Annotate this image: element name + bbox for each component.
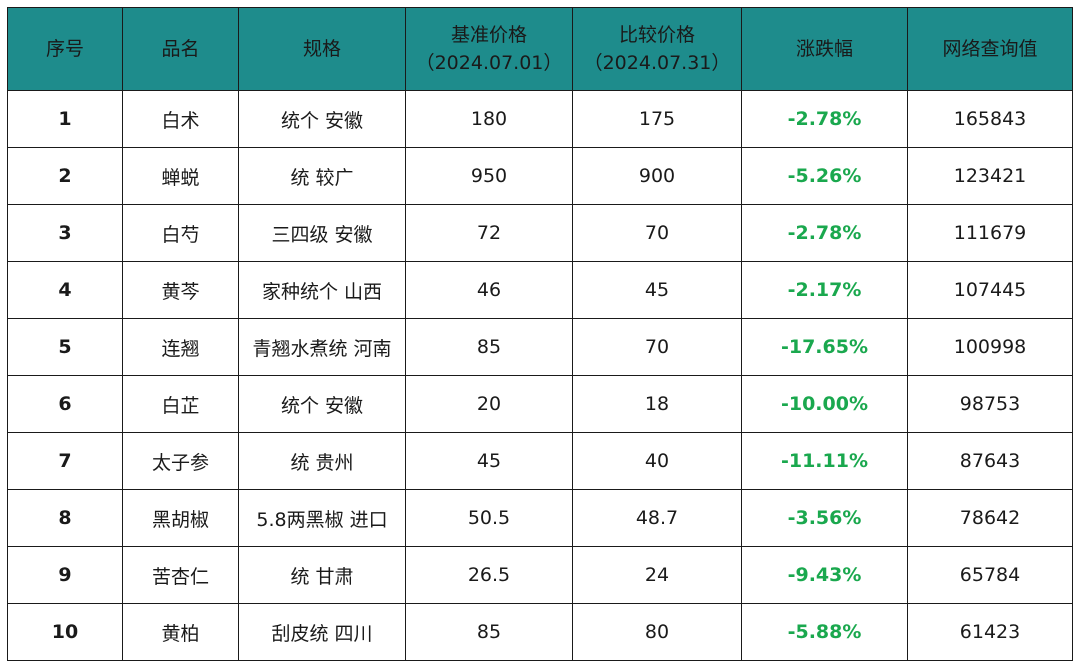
table-row: 2 蝉蜕 统 较广 950 900 -5.26% 123421 [7,147,1073,205]
cell-seq: 9 [7,546,123,604]
cell-compare-price: 70 [572,204,742,262]
table-row: 3 白芍 三四级 安徽 72 70 -2.78% 111679 [7,204,1073,262]
cell-seq: 4 [7,261,123,319]
table-row: 4 黄芩 家种统个 山西 46 45 -2.17% 107445 [7,261,1073,319]
cell-change: -2.17% [741,261,908,319]
cell-name: 蝉蜕 [122,147,239,205]
cell-spec: 青翘水煮统 河南 [238,318,406,376]
cell-query: 78642 [907,489,1073,547]
cell-change: -9.43% [741,546,908,604]
table-row: 5 连翘 青翘水煮统 河南 85 70 -17.65% 100998 [7,318,1073,376]
cell-base-price: 85 [405,318,573,376]
header-spec: 规格 [238,7,406,91]
cell-seq: 5 [7,318,123,376]
cell-spec: 三四级 安徽 [238,204,406,262]
header-base-price-label: 基准价格 [450,24,527,46]
header-seq: 序号 [7,7,123,91]
header-compare-price: 比较价格 （2024.07.31） [572,7,742,91]
price-table: 序号 品名 规格 基准价格 （2024.07.01） 比较价格 （2024.07… [7,7,1073,661]
cell-change: -2.78% [741,204,908,262]
cell-query: 98753 [907,375,1073,433]
table-row: 7 太子参 统 贵州 45 40 -11.11% 87643 [7,432,1073,490]
cell-seq: 2 [7,147,123,205]
cell-compare-price: 80 [572,603,742,661]
cell-spec: 统 甘肃 [238,546,406,604]
cell-query: 87643 [907,432,1073,490]
table-row: 1 白术 统个 安徽 180 175 -2.78% 165843 [7,90,1073,148]
table-row: 6 白芷 统个 安徽 20 18 -10.00% 98753 [7,375,1073,433]
header-base-price-date: （2024.07.01） [415,52,563,74]
cell-query: 107445 [907,261,1073,319]
table-body: 1 白术 统个 安徽 180 175 -2.78% 165843 2 蝉蜕 统 … [7,90,1073,661]
cell-spec: 统 贵州 [238,432,406,490]
cell-name: 苦杏仁 [122,546,239,604]
cell-compare-price: 48.7 [572,489,742,547]
cell-query: 123421 [907,147,1073,205]
header-base-price: 基准价格 （2024.07.01） [405,7,573,91]
cell-query: 61423 [907,603,1073,661]
cell-name: 黄柏 [122,603,239,661]
header-compare-price-label: 比较价格 [618,24,695,46]
cell-base-price: 20 [405,375,573,433]
cell-compare-price: 40 [572,432,742,490]
table-row: 10 黄柏 刮皮统 四川 85 80 -5.88% 61423 [7,603,1073,661]
cell-name: 黑胡椒 [122,489,239,547]
cell-compare-price: 18 [572,375,742,433]
cell-base-price: 50.5 [405,489,573,547]
cell-change: -11.11% [741,432,908,490]
cell-spec: 5.8两黑椒 进口 [238,489,406,547]
cell-spec: 统个 安徽 [238,375,406,433]
table-row: 8 黑胡椒 5.8两黑椒 进口 50.5 48.7 -3.56% 78642 [7,489,1073,547]
cell-seq: 3 [7,204,123,262]
cell-compare-price: 900 [572,147,742,205]
cell-name: 太子参 [122,432,239,490]
cell-compare-price: 45 [572,261,742,319]
cell-seq: 1 [7,90,123,148]
cell-seq: 8 [7,489,123,547]
cell-change: -5.88% [741,603,908,661]
cell-change: -17.65% [741,318,908,376]
table-row: 9 苦杏仁 统 甘肃 26.5 24 -9.43% 65784 [7,546,1073,604]
table-header: 序号 品名 规格 基准价格 （2024.07.01） 比较价格 （2024.07… [7,7,1073,91]
cell-change: -3.56% [741,489,908,547]
cell-base-price: 46 [405,261,573,319]
header-row: 序号 品名 规格 基准价格 （2024.07.01） 比较价格 （2024.07… [7,7,1073,91]
cell-base-price: 85 [405,603,573,661]
cell-seq: 6 [7,375,123,433]
header-change: 涨跌幅 [741,7,908,91]
cell-spec: 家种统个 山西 [238,261,406,319]
cell-compare-price: 24 [572,546,742,604]
cell-change: -5.26% [741,147,908,205]
cell-compare-price: 70 [572,318,742,376]
cell-query: 165843 [907,90,1073,148]
cell-compare-price: 175 [572,90,742,148]
cell-base-price: 26.5 [405,546,573,604]
header-query: 网络查询值 [907,7,1073,91]
cell-name: 白术 [122,90,239,148]
cell-query: 111679 [907,204,1073,262]
cell-query: 65784 [907,546,1073,604]
cell-base-price: 45 [405,432,573,490]
cell-base-price: 950 [405,147,573,205]
cell-name: 连翘 [122,318,239,376]
cell-change: -2.78% [741,90,908,148]
cell-spec: 统 较广 [238,147,406,205]
cell-base-price: 72 [405,204,573,262]
cell-name: 黄芩 [122,261,239,319]
cell-seq: 7 [7,432,123,490]
cell-base-price: 180 [405,90,573,148]
cell-spec: 统个 安徽 [238,90,406,148]
cell-spec: 刮皮统 四川 [238,603,406,661]
cell-change: -10.00% [741,375,908,433]
price-table-container: 序号 品名 规格 基准价格 （2024.07.01） 比较价格 （2024.07… [7,7,1073,661]
cell-query: 100998 [907,318,1073,376]
header-compare-price-date: （2024.07.31） [583,52,731,74]
cell-name: 白芷 [122,375,239,433]
cell-seq: 10 [7,603,123,661]
header-name: 品名 [122,7,239,91]
cell-name: 白芍 [122,204,239,262]
